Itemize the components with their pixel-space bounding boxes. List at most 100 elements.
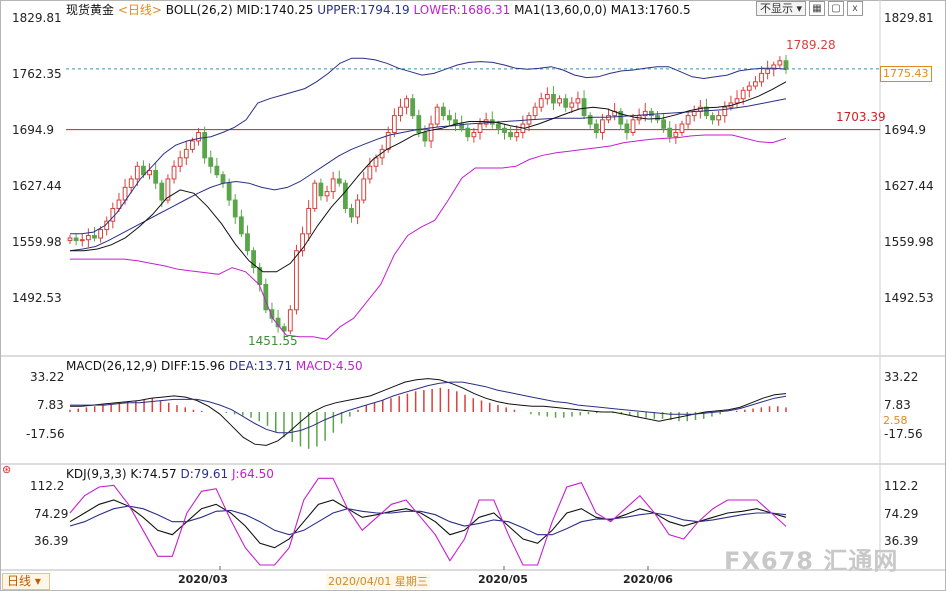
candle-body — [648, 110, 654, 117]
candle-body — [373, 157, 379, 167]
candle-body — [269, 309, 275, 319]
macd-last-badge: 2.58 — [880, 413, 911, 429]
candle-body — [600, 119, 605, 134]
candle-body — [385, 132, 391, 150]
candle-body — [238, 216, 244, 235]
restore-icon[interactable]: ▢ — [828, 0, 845, 16]
boll-upper-value: UPPER:1794.19 — [317, 3, 410, 17]
candle-body — [355, 199, 361, 218]
candle-body — [538, 98, 544, 108]
kdj-ytick-right: 74.29 — [884, 507, 919, 521]
candle-body — [349, 207, 354, 218]
candle-body — [459, 123, 465, 129]
candle-body — [122, 186, 128, 201]
candle-body — [551, 94, 556, 104]
candle-body — [630, 119, 636, 134]
timeframe-button-label: 日线 — [7, 574, 32, 588]
candle-body — [73, 237, 79, 242]
candle-body — [220, 174, 226, 184]
candle-body — [587, 115, 593, 125]
candle-body — [416, 115, 422, 134]
hide-dropdown-label: 不显示 — [760, 1, 793, 15]
macd-line-diff — [70, 378, 787, 446]
close-icon[interactable]: x — [847, 0, 864, 16]
candle-body — [232, 199, 238, 218]
candle-body — [673, 132, 679, 138]
candle-body — [544, 94, 550, 100]
candle-body — [128, 178, 134, 188]
candle-body — [324, 191, 330, 197]
candle-body — [361, 178, 367, 201]
candle-body — [67, 237, 73, 242]
timeframe-label: <日线> — [117, 3, 162, 17]
candle-body — [477, 123, 483, 134]
price-ytick-right: 1559.98 — [884, 235, 934, 249]
candle-body — [734, 98, 740, 104]
kdj-k-value: K:74.57 — [130, 467, 177, 481]
candle-body — [434, 106, 440, 125]
candle-body — [183, 148, 189, 159]
price-ytick-right: 1829.81 — [884, 11, 934, 25]
candle-body — [575, 98, 581, 104]
hide-dropdown[interactable]: 不显示 ▾ — [756, 0, 807, 16]
xtick-may: 2020/05 — [478, 573, 528, 586]
candle-body — [514, 132, 520, 138]
candle-body — [710, 115, 715, 121]
candle-body — [226, 182, 232, 201]
kdj-ytick-left: 36.39 — [34, 534, 69, 548]
ma13-value: MA13:1760.5 — [610, 3, 691, 17]
candle-body — [495, 123, 501, 129]
candle-body — [716, 115, 722, 121]
candle-body — [765, 68, 771, 74]
candle-body — [92, 234, 97, 239]
candle-body — [661, 119, 667, 129]
candle-body — [447, 115, 452, 121]
macd-macd-value: MACD:4.50 — [295, 359, 363, 373]
price-ytick-left: 1762.35 — [12, 67, 62, 81]
price-ytick-right: 1694.9 — [884, 123, 926, 137]
candle-body — [410, 98, 416, 117]
candle-body — [318, 182, 324, 197]
price-ytick-left: 1627.44 — [12, 179, 62, 193]
crosshair-icon[interactable]: ⊛ — [2, 464, 12, 476]
candle-body — [312, 182, 318, 209]
candle-body — [777, 60, 783, 66]
kdj-header: KDJ(9,3,3) K:74.57 D:79.61 J:64.50 — [66, 467, 274, 481]
candle-body — [642, 110, 648, 117]
price-ytick-right: 1627.44 — [884, 179, 934, 193]
price-ytick-left: 1492.53 — [12, 291, 62, 305]
price-line-mid — [69, 98, 787, 252]
price-line-ma13 — [70, 81, 787, 273]
kdj-ytick-right: 112.2 — [884, 479, 919, 493]
candle-body — [79, 239, 85, 242]
candle-body — [367, 165, 373, 180]
macd-ytick-right: -17.56 — [884, 427, 923, 441]
candle-body — [214, 165, 220, 176]
macd-ytick-right: 7.83 — [884, 398, 911, 412]
candle-body — [422, 132, 428, 142]
macd-line-dea — [70, 381, 787, 434]
candle-body — [116, 199, 122, 209]
ma-label: MA1(13,60,0,0) — [514, 3, 607, 17]
candle-body — [300, 233, 305, 252]
level-annotation: 1703.39 — [836, 110, 886, 124]
timeframe-button[interactable]: 日线 ▾ — [2, 573, 50, 590]
candle-body — [557, 98, 562, 104]
panel-toolbar: 不显示 ▾ ▦ ▢ x — [756, 0, 864, 16]
kdj-label: KDJ(9,3,3) — [66, 467, 127, 481]
candle-body — [134, 165, 140, 180]
kdj-d-value: D:79.61 — [180, 467, 229, 481]
candle-body — [667, 127, 673, 138]
candle-body — [428, 123, 434, 142]
candle-body — [98, 229, 103, 239]
grid-icon[interactable]: ▦ — [809, 0, 826, 16]
candle-body — [245, 233, 250, 252]
candle-body — [153, 169, 159, 184]
price-ytick-right: 1492.53 — [884, 291, 934, 305]
macd-ytick-left: 33.22 — [30, 370, 65, 384]
candle-body — [679, 123, 685, 134]
boll-mid-value: MID:1740.25 — [236, 3, 314, 17]
candle-body — [159, 182, 165, 201]
